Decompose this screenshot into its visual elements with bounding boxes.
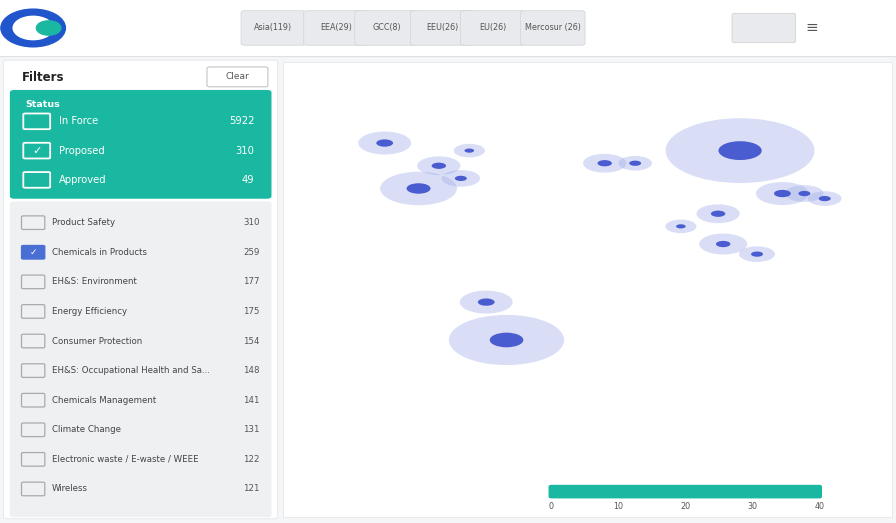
Ellipse shape: [751, 252, 763, 257]
Text: ≡: ≡: [806, 20, 818, 36]
Text: ✓: ✓: [32, 145, 41, 156]
Text: 0: 0: [548, 502, 554, 511]
Ellipse shape: [478, 299, 495, 306]
Text: 310: 310: [244, 218, 260, 227]
Ellipse shape: [455, 176, 467, 181]
Text: Approved: Approved: [59, 175, 107, 185]
Ellipse shape: [442, 170, 480, 187]
Text: 40: 40: [814, 502, 824, 511]
Text: Chemicals Management: Chemicals Management: [52, 396, 156, 405]
FancyBboxPatch shape: [22, 245, 45, 259]
Text: 259: 259: [244, 248, 260, 257]
Text: Energy Efficiency: Energy Efficiency: [52, 307, 127, 316]
Ellipse shape: [432, 163, 446, 169]
Text: Chemicals in Products: Chemicals in Products: [52, 248, 147, 257]
FancyBboxPatch shape: [241, 11, 306, 46]
Text: EEU(26): EEU(26): [426, 24, 459, 32]
FancyBboxPatch shape: [410, 11, 475, 46]
Ellipse shape: [449, 315, 564, 365]
Text: Asia(119): Asia(119): [254, 24, 292, 32]
Text: 175: 175: [244, 307, 260, 316]
Text: EH&S: Occupational Health and Sa...: EH&S: Occupational Health and Sa...: [52, 366, 210, 375]
FancyBboxPatch shape: [4, 60, 278, 519]
Text: 131: 131: [244, 425, 260, 434]
Ellipse shape: [819, 196, 831, 201]
FancyBboxPatch shape: [355, 11, 419, 46]
Text: GCC(8): GCC(8): [373, 24, 401, 32]
FancyBboxPatch shape: [732, 14, 796, 43]
Text: Mercosur (26): Mercosur (26): [525, 24, 581, 32]
Text: In Force: In Force: [59, 116, 99, 127]
Ellipse shape: [376, 139, 393, 146]
Text: 154: 154: [244, 336, 260, 346]
Ellipse shape: [598, 160, 612, 166]
Text: 10: 10: [613, 502, 624, 511]
Text: Status: Status: [25, 100, 60, 109]
Ellipse shape: [798, 191, 810, 196]
Text: Filters: Filters: [22, 71, 64, 84]
FancyBboxPatch shape: [548, 485, 822, 498]
Text: Product Safety: Product Safety: [52, 218, 115, 227]
Ellipse shape: [711, 211, 725, 217]
Text: 148: 148: [244, 366, 260, 375]
Ellipse shape: [407, 183, 431, 194]
Text: Consumer Protection: Consumer Protection: [52, 336, 142, 346]
Ellipse shape: [699, 234, 747, 255]
Ellipse shape: [785, 185, 823, 202]
Ellipse shape: [629, 161, 642, 166]
Text: 30: 30: [747, 502, 757, 511]
Text: Electronic waste / E-waste / WEEE: Electronic waste / E-waste / WEEE: [52, 455, 199, 464]
Ellipse shape: [460, 291, 513, 314]
FancyBboxPatch shape: [283, 62, 892, 517]
Ellipse shape: [808, 191, 841, 206]
Ellipse shape: [719, 141, 762, 160]
Ellipse shape: [464, 149, 474, 153]
FancyBboxPatch shape: [0, 0, 896, 56]
Text: Climate Change: Climate Change: [52, 425, 121, 434]
Circle shape: [13, 16, 53, 40]
Text: 141: 141: [244, 396, 260, 405]
Text: Proposed: Proposed: [59, 145, 105, 156]
Ellipse shape: [358, 131, 411, 154]
Ellipse shape: [676, 224, 685, 229]
Circle shape: [37, 21, 61, 35]
Ellipse shape: [583, 154, 626, 173]
FancyBboxPatch shape: [304, 11, 368, 46]
Ellipse shape: [665, 220, 696, 233]
Ellipse shape: [490, 333, 523, 347]
Text: Wireless: Wireless: [52, 484, 88, 494]
FancyBboxPatch shape: [10, 90, 271, 199]
Text: Clear: Clear: [226, 72, 249, 82]
Circle shape: [1, 9, 65, 47]
FancyBboxPatch shape: [461, 11, 525, 46]
Ellipse shape: [666, 118, 814, 183]
Ellipse shape: [453, 144, 485, 157]
Text: ✓: ✓: [30, 248, 37, 257]
Text: 5922: 5922: [229, 116, 254, 127]
FancyBboxPatch shape: [521, 11, 585, 46]
Ellipse shape: [774, 190, 791, 197]
Ellipse shape: [739, 246, 775, 262]
Text: EU(26): EU(26): [479, 24, 506, 32]
Ellipse shape: [696, 204, 740, 223]
Ellipse shape: [380, 172, 457, 205]
FancyBboxPatch shape: [207, 67, 268, 87]
Text: 310: 310: [236, 145, 254, 156]
Text: EH&S: Environment: EH&S: Environment: [52, 277, 137, 287]
Ellipse shape: [756, 182, 809, 205]
Text: 49: 49: [242, 175, 254, 185]
Ellipse shape: [618, 156, 652, 170]
Text: 122: 122: [244, 455, 260, 464]
Text: 20: 20: [680, 502, 690, 511]
Ellipse shape: [418, 156, 461, 175]
Text: 177: 177: [244, 277, 260, 287]
Text: 121: 121: [244, 484, 260, 494]
Ellipse shape: [716, 241, 730, 247]
FancyBboxPatch shape: [10, 201, 271, 517]
Text: EEA(29): EEA(29): [320, 24, 352, 32]
